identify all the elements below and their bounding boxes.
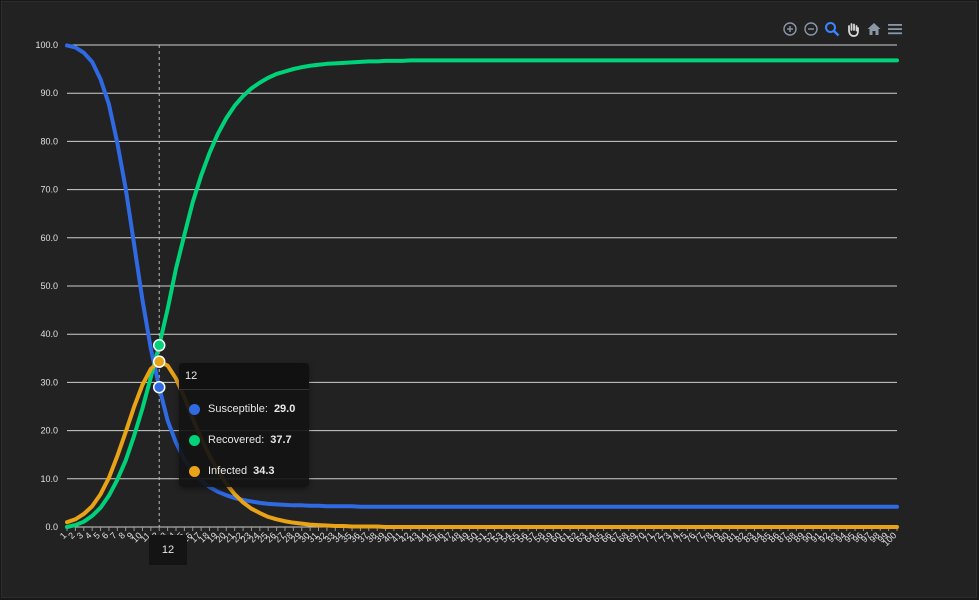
hover-tooltip: 12 Susceptible: 29.0 Recovered: 37.7 Inf… [179, 363, 309, 487]
y-tick-label: 60.0 [40, 233, 58, 243]
hover-point-susceptible [152, 380, 166, 394]
hover-point-recovered [152, 339, 166, 352]
x-tick-label: 8 [116, 530, 127, 541]
y-tick-label: 90.0 [40, 88, 58, 98]
y-tick-label: 10.0 [40, 474, 58, 484]
x-tick-label: 9 [125, 530, 136, 541]
y-tick-label: 80.0 [40, 136, 58, 146]
hover-markers [152, 339, 166, 394]
tooltip-row-infected: Infected 34.3 [189, 465, 275, 477]
y-tick-label: 20.0 [40, 426, 58, 436]
tooltip-series-name: Infected [208, 465, 248, 477]
x-tick-label: 6 [100, 530, 111, 541]
y-tick-label: 50.0 [40, 281, 58, 291]
zoom-out-icon[interactable] [802, 20, 820, 38]
y-tick-label: 30.0 [40, 377, 58, 387]
tooltip-series-value: 34.3 [253, 465, 275, 477]
menu-icon[interactable] [886, 20, 904, 38]
x-tick-label: 2 [66, 530, 77, 541]
susceptible-marker-icon [189, 403, 200, 415]
x-tick-label: 7 [108, 530, 119, 541]
tooltip-series-value: 29.0 [273, 403, 296, 415]
tooltip-row-recovered: Recovered: 37.7 [189, 434, 292, 446]
selection-zoom-icon[interactable] [823, 20, 841, 38]
tooltip-row-susceptible: Susceptible: 29.0 [189, 403, 295, 415]
recovered-marker-icon [189, 434, 200, 446]
reset-home-icon[interactable] [865, 20, 883, 38]
x-crosshair-label: 12 [149, 535, 187, 565]
y-tick-label: 0.0 [45, 522, 58, 532]
tooltip-series-value: 37.7 [270, 434, 292, 446]
series-line-recovered [65, 58, 899, 529]
y-tick-label: 100.0 [35, 40, 58, 50]
chart-toolbar [781, 20, 904, 38]
tooltip-series-name: Recovered: [208, 434, 265, 446]
y-axis: 0.0 10.0 20.0 30.0 40.0 50.0 60.0 70.0 80.0 90.0 1… [35, 40, 58, 532]
x-tick-label: 1 [58, 530, 69, 541]
tooltip-series-name: Susceptible: [208, 403, 268, 415]
pan-icon[interactable] [844, 20, 862, 38]
infected-marker-icon [189, 465, 200, 477]
x-tick-label: 3 [75, 530, 86, 541]
y-tick-label: 70.0 [40, 185, 58, 195]
tooltip-title: 12 [179, 363, 309, 390]
x-tick-label: 4 [83, 530, 94, 541]
y-tick-label: 40.0 [40, 329, 58, 339]
x-tick-label: 5 [91, 530, 102, 541]
zoom-in-icon[interactable] [781, 20, 799, 38]
hover-point-infected [152, 355, 166, 368]
